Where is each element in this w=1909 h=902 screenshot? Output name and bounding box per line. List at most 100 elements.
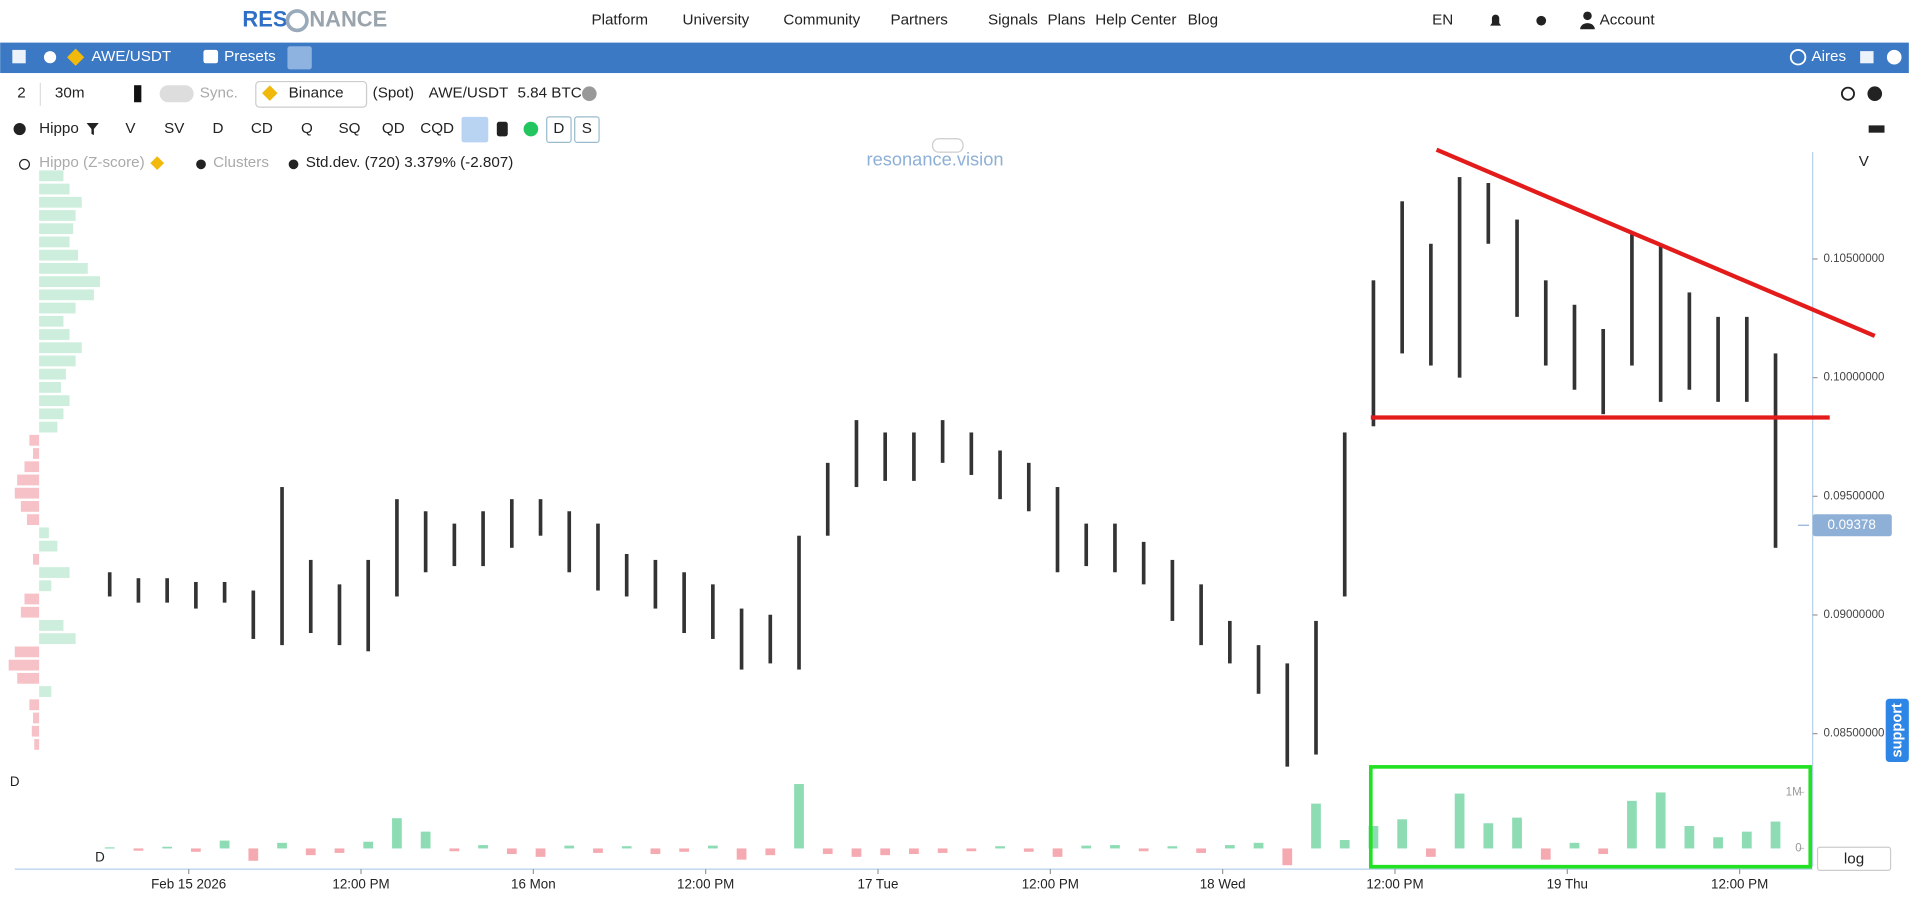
nav-item[interactable]: Plans xyxy=(1047,12,1085,29)
price-bar xyxy=(538,499,543,536)
profile-bar xyxy=(39,567,70,578)
nav-item[interactable]: Community xyxy=(783,12,860,29)
share-icon[interactable] xyxy=(1840,86,1855,101)
indicator[interactable]: QD xyxy=(382,120,405,137)
doc-icon[interactable] xyxy=(496,121,508,137)
nav-item[interactable]: Help Center xyxy=(1095,12,1176,29)
sync[interactable]: Sync. xyxy=(200,85,238,102)
indicator[interactable]: CD xyxy=(251,120,273,137)
interval[interactable]: 30m xyxy=(55,85,85,102)
help-icon[interactable] xyxy=(1886,49,1902,65)
help-icon[interactable] xyxy=(1867,86,1883,102)
filter-icon[interactable] xyxy=(86,122,99,136)
add-icon[interactable] xyxy=(523,121,539,137)
trend-line[interactable] xyxy=(1435,147,1876,338)
pair: AWE/USDT xyxy=(429,85,509,102)
language[interactable]: EN xyxy=(1432,12,1453,29)
indicator[interactable]: SQ xyxy=(339,120,361,137)
eye-icon[interactable] xyxy=(288,159,299,170)
settings-icon[interactable] xyxy=(13,122,26,136)
indicator-extra[interactable]: S xyxy=(582,120,592,137)
delta-bar xyxy=(1368,826,1379,849)
indicator[interactable]: D xyxy=(213,120,224,137)
symbol[interactable]: AWE/USDT xyxy=(91,48,171,65)
nav-item[interactable]: Signals xyxy=(988,12,1038,29)
delta-bar xyxy=(851,848,862,857)
price-bar xyxy=(136,578,141,603)
presets[interactable]: Presets xyxy=(224,48,276,65)
delta-bar xyxy=(1052,848,1063,857)
user[interactable]: Aires xyxy=(1811,48,1846,65)
nav-item[interactable]: University xyxy=(683,12,750,29)
chart-type-button[interactable] xyxy=(461,116,489,143)
profile-bar xyxy=(33,712,40,724)
d-button[interactable] xyxy=(546,116,572,144)
profile-bar xyxy=(14,487,40,499)
indicator[interactable]: SV xyxy=(164,120,185,137)
exchange-select[interactable] xyxy=(255,80,368,108)
account[interactable]: Account xyxy=(1600,12,1656,29)
nav-item[interactable]: Partners xyxy=(890,12,948,29)
logo[interactable]: RES xyxy=(242,6,287,31)
delta-bar xyxy=(909,848,919,855)
support-tab[interactable] xyxy=(1885,698,1909,763)
clusters-legend[interactable]: Clusters xyxy=(213,154,269,171)
price-bar xyxy=(1543,280,1548,366)
y-tick-label: 0.09500000 xyxy=(1823,490,1884,502)
last-price-label: 0.09378 xyxy=(1827,517,1875,532)
price-bar xyxy=(452,523,457,567)
profile-bar xyxy=(39,686,52,697)
theme-icon[interactable] xyxy=(1536,15,1547,26)
layers-icon[interactable] xyxy=(1860,51,1874,64)
x-tick-label: 12:00 PM xyxy=(1366,876,1423,891)
price-bar xyxy=(768,614,773,664)
y-tick-label: 0.08500000 xyxy=(1823,728,1884,740)
sync-toggle[interactable] xyxy=(159,85,194,103)
price-bar xyxy=(1055,487,1060,573)
nav-item[interactable]: Blog xyxy=(1188,12,1218,29)
log-button[interactable] xyxy=(1816,846,1892,871)
apps-icon[interactable] xyxy=(12,49,26,64)
delta-bar xyxy=(1540,848,1551,860)
delta-bar xyxy=(162,846,173,849)
indicator-extra[interactable]: D xyxy=(553,120,564,137)
log-label[interactable]: log xyxy=(1844,850,1864,867)
support-label[interactable]: support xyxy=(1890,703,1906,757)
indicator[interactable]: V xyxy=(125,120,136,137)
exchange[interactable]: Binance xyxy=(289,85,344,102)
delta-bar xyxy=(478,845,488,849)
logo[interactable]: NANCE xyxy=(309,6,387,31)
profile-bar xyxy=(24,461,40,473)
eye-icon[interactable] xyxy=(196,159,206,170)
delta-bar xyxy=(650,848,661,855)
bell-icon[interactable] xyxy=(1490,14,1502,26)
indicator[interactable]: CQD xyxy=(420,120,454,137)
profile-legend[interactable]: Hippo (Z-score) xyxy=(39,154,145,171)
ruler-icon[interactable] xyxy=(1868,125,1885,133)
highlight-box[interactable] xyxy=(1368,765,1813,869)
s-button[interactable] xyxy=(574,116,600,144)
price-bar xyxy=(854,420,859,488)
indicator-name[interactable]: Hippo xyxy=(39,120,79,137)
delta-bar xyxy=(1282,848,1293,866)
indicator[interactable]: Q xyxy=(301,120,313,137)
tool-icon[interactable] xyxy=(134,85,142,103)
price-bar xyxy=(653,559,658,609)
y-tick-label: 0.10500000 xyxy=(1823,253,1884,265)
delta-bar xyxy=(1512,817,1522,849)
price-bar xyxy=(912,432,916,481)
delta-bar xyxy=(937,848,948,853)
price-bar xyxy=(337,584,342,646)
price-bar xyxy=(797,535,801,670)
eye-icon[interactable] xyxy=(19,158,30,170)
collapse-button[interactable] xyxy=(931,138,964,153)
nav-item[interactable]: Platform xyxy=(591,12,648,29)
delta-bar xyxy=(1081,845,1092,849)
profile-bar xyxy=(39,183,70,195)
price-bar xyxy=(1371,280,1376,427)
layout[interactable]: 2 xyxy=(17,85,25,102)
delta-bar xyxy=(1741,831,1752,849)
delta-bar xyxy=(1655,792,1666,849)
notes-button[interactable] xyxy=(287,46,312,70)
